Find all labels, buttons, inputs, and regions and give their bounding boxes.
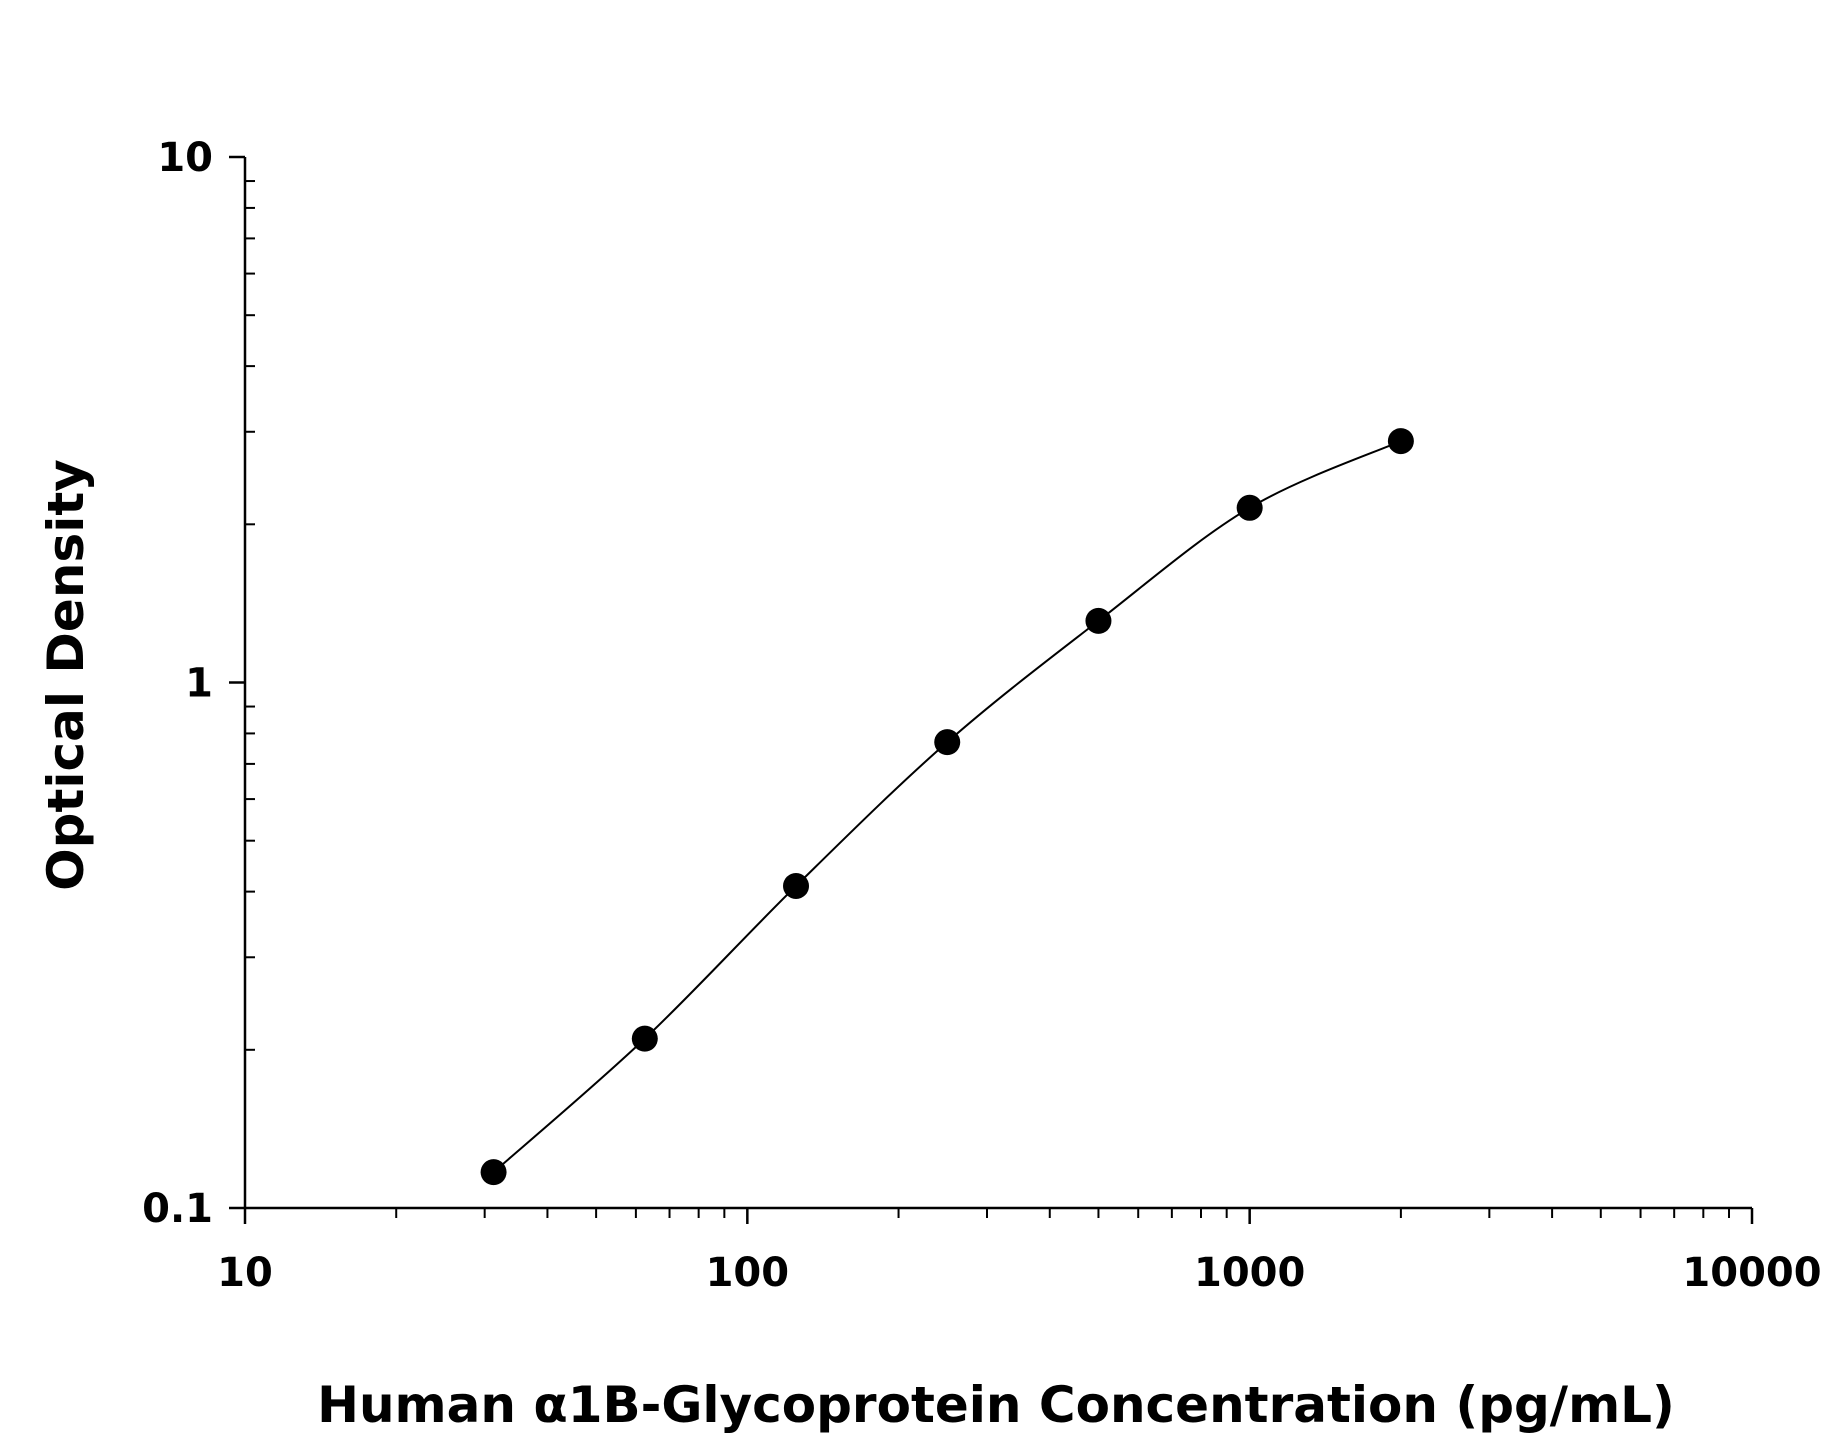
x-tick-label: 10 (217, 1250, 273, 1296)
y-tick-label: 0.1 (142, 1186, 213, 1232)
y-tick-label: 10 (157, 135, 213, 181)
data-point (1085, 607, 1112, 634)
data-point (480, 1159, 507, 1186)
axes (229, 155, 1754, 1224)
x-tick-label: 1000 (1194, 1250, 1305, 1296)
fit-curve-group (492, 440, 1402, 1173)
y-axis-title: Optical Density (37, 459, 95, 891)
tick-labels: 10 100 1000 10000 0.1 1 10 (142, 135, 1821, 1296)
data-points (480, 428, 1414, 1186)
data-point (1236, 494, 1263, 521)
data-point (783, 872, 810, 899)
y-tick-label: 1 (185, 661, 213, 707)
data-point (934, 729, 961, 756)
data-point (631, 1025, 658, 1052)
x-tick-label: 100 (706, 1250, 790, 1296)
data-point (1387, 428, 1414, 455)
x-tick-label: 10000 (1682, 1250, 1821, 1296)
fit-curve (492, 440, 1402, 1173)
x-axis-title: Human α1B-Glycoprotein Concentration (pg… (317, 1376, 1675, 1434)
